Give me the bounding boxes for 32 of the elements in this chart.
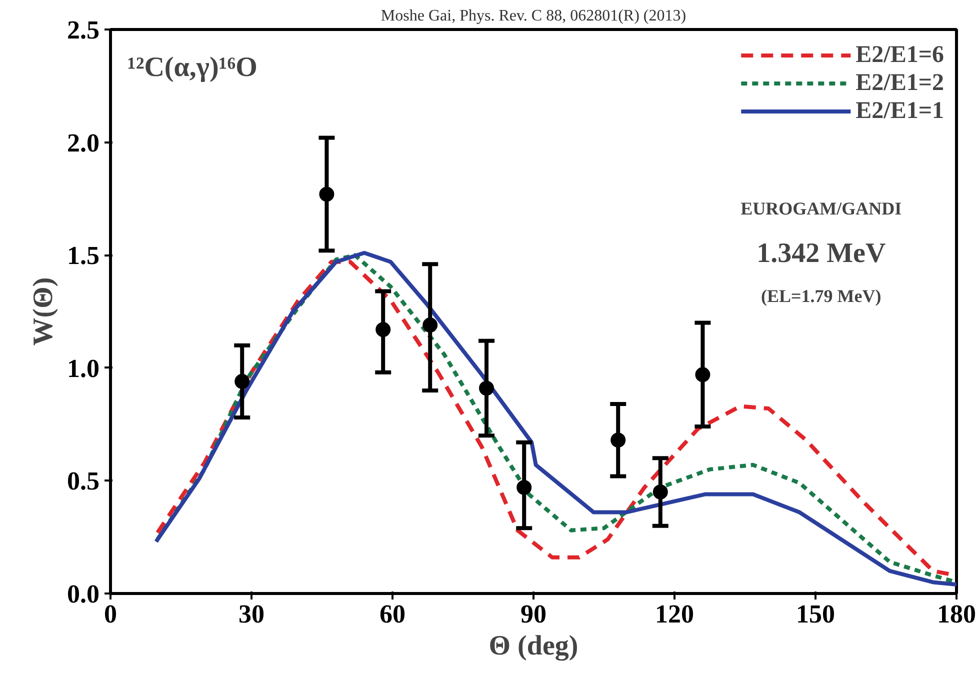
y-tick-label: 2.0 (67, 128, 100, 158)
point (479, 380, 494, 396)
x-tick-label: 30 (238, 600, 264, 628)
x-tick-label: 0 (104, 600, 117, 628)
legend-label: E2/E1=1 (856, 97, 944, 125)
point (652, 484, 668, 500)
y-tick-label: 1.0 (67, 354, 100, 383)
legend-label: E2/E1=6 (856, 41, 944, 69)
point (234, 374, 250, 389)
point (610, 432, 626, 448)
x-tick-label: 150 (796, 600, 835, 628)
y-axis-title: W(Θ) (28, 277, 59, 346)
x-tick-label: 120 (655, 600, 694, 628)
x-axis-title: Θ (deg) (488, 630, 578, 662)
point (516, 480, 532, 495)
point (695, 367, 710, 382)
y-tick-label: 0.0 (67, 580, 100, 608)
chart-title: Moshe Gai, Phys. Rev. C 88, 062801(R) (2013) (380, 8, 686, 24)
annotation: ¹²C(α,γ)¹⁶O (127, 52, 258, 84)
y-tick-label: 0.5 (67, 466, 100, 496)
point (319, 186, 334, 202)
annotation: EUROGAM/GANDI (740, 198, 902, 219)
x-tick-label: 180 (937, 600, 976, 628)
point (422, 318, 438, 333)
y-tick-label: 2.5 (67, 16, 100, 44)
x-tick-label: 60 (380, 600, 406, 628)
annotation: (EL=1.79 MeV) (761, 286, 882, 306)
point (376, 322, 391, 338)
y-tick-label: 1.5 (67, 241, 100, 270)
annotation: 1.342 MeV (756, 238, 886, 270)
legend-label: E2/E1=2 (856, 69, 944, 97)
x-tick-label: 90 (520, 600, 546, 628)
